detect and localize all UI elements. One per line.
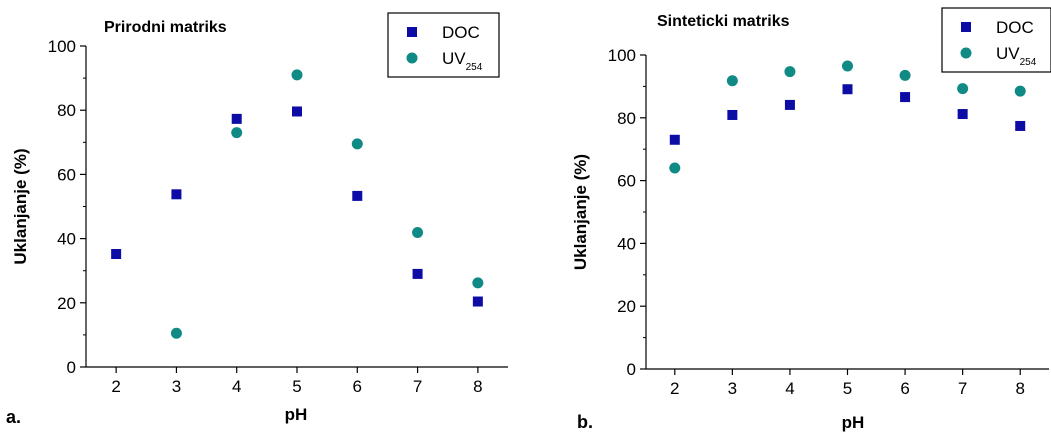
data-point-circle	[899, 69, 911, 81]
series-uv254	[170, 69, 484, 339]
data-point-circle	[842, 60, 853, 72]
x-tick-label: 4	[785, 379, 794, 398]
legend-label: UV254	[442, 49, 483, 73]
data-point-square	[842, 84, 853, 95]
panel-label: a.	[6, 407, 21, 427]
legend: DOC UV254	[941, 7, 1051, 73]
x-axis-label: pH	[842, 413, 865, 432]
x-tick-label: 3	[172, 377, 181, 396]
series-doc	[669, 84, 1026, 145]
y-tick-label: 100	[48, 37, 76, 56]
y-tick-label: 100	[608, 46, 636, 65]
legend-series-subscript: 254	[466, 62, 483, 73]
x-tick-label: 8	[1015, 379, 1024, 398]
data-point-circle	[669, 162, 681, 174]
x-tick-label: 8	[473, 377, 482, 396]
chart-panel-2: 0 20 40 60 80 100 2 3 4 5 6 7 8 Sinteticki matriks pH U…	[571, 7, 1051, 432]
data-point-circle	[1014, 85, 1026, 97]
data-point-circle	[412, 227, 424, 239]
data-point-circle	[351, 138, 363, 150]
y-tick-label: 80	[617, 109, 636, 128]
y-tick-label: 20	[617, 297, 636, 316]
legend-marker-square	[961, 22, 971, 32]
y-tick-label: 60	[57, 165, 76, 184]
data-point-square	[412, 268, 423, 279]
data-point-circle	[726, 75, 738, 87]
y-axis-label: Uklanjanje (%)	[11, 148, 30, 264]
data-point-square	[669, 134, 680, 145]
data-point-square	[900, 92, 911, 103]
data-point-square	[727, 109, 738, 120]
x-tick-label: 2	[111, 377, 120, 396]
chart-panel-1: 0 20 40 60 80 100 2 3 4 5 6 7 8 Prirodni matriks pH Ukl…	[6, 12, 508, 427]
data-point-square	[171, 189, 182, 200]
y-tick-label: 0	[67, 358, 76, 377]
x-tick-label: 6	[900, 379, 909, 398]
x-tick-label: 5	[292, 377, 301, 396]
y-tick-label: 20	[57, 294, 76, 313]
legend-label: DOC	[996, 18, 1034, 37]
series-doc	[111, 106, 483, 307]
legend-marker-circle	[406, 52, 418, 64]
y-tick-label: 40	[57, 230, 76, 249]
legend-marker-circle	[960, 47, 972, 59]
y-tick-label: 60	[617, 172, 636, 191]
x-tick-label: 5	[843, 379, 852, 398]
x-tick-label: 3	[728, 379, 737, 398]
y-tick-label: 80	[57, 101, 76, 120]
legend-series-subscript: 254	[1020, 57, 1037, 68]
data-point-square	[1015, 120, 1026, 131]
legend-box	[387, 12, 500, 78]
chart-title: Prirodni matriks	[104, 19, 227, 36]
legend-series-name: UV	[442, 49, 466, 68]
data-point-square	[957, 109, 968, 120]
legend-label: DOC	[442, 23, 480, 42]
legend-box	[941, 7, 1051, 73]
x-tick-label: 6	[353, 377, 362, 396]
legend-series-name: DOC	[442, 23, 480, 42]
data-point-square	[292, 106, 302, 117]
legend-series-name: DOC	[996, 18, 1034, 37]
data-point-circle	[291, 69, 303, 81]
x-tick-label: 7	[413, 377, 422, 396]
data-point-square	[111, 249, 122, 260]
data-point-circle	[170, 327, 182, 339]
x-tick-label: 2	[670, 379, 679, 398]
y-tick-label: 40	[617, 234, 636, 253]
legend-marker-square	[407, 27, 417, 37]
data-point-square	[472, 296, 483, 307]
data-point-circle	[231, 127, 243, 139]
data-point-square	[352, 190, 363, 201]
data-point-square	[784, 99, 795, 110]
panel-label: b.	[577, 412, 593, 432]
data-point-circle	[957, 83, 969, 95]
x-tick-label: 4	[232, 377, 241, 396]
data-point-circle	[472, 277, 484, 289]
series-uv254	[669, 60, 1026, 174]
legend: DOC UV254	[387, 12, 500, 78]
y-axis-label: Uklanjanje (%)	[571, 154, 590, 270]
legend-series-name: UV	[996, 44, 1020, 63]
chart-title: Sinteticki matriks	[657, 13, 790, 30]
data-point-square	[231, 113, 242, 124]
data-point-circle	[784, 66, 796, 78]
x-tick-label: 7	[958, 379, 967, 398]
y-tick-label: 0	[627, 360, 636, 379]
x-axis-label: pH	[285, 405, 308, 424]
legend-label: UV254	[996, 44, 1037, 68]
